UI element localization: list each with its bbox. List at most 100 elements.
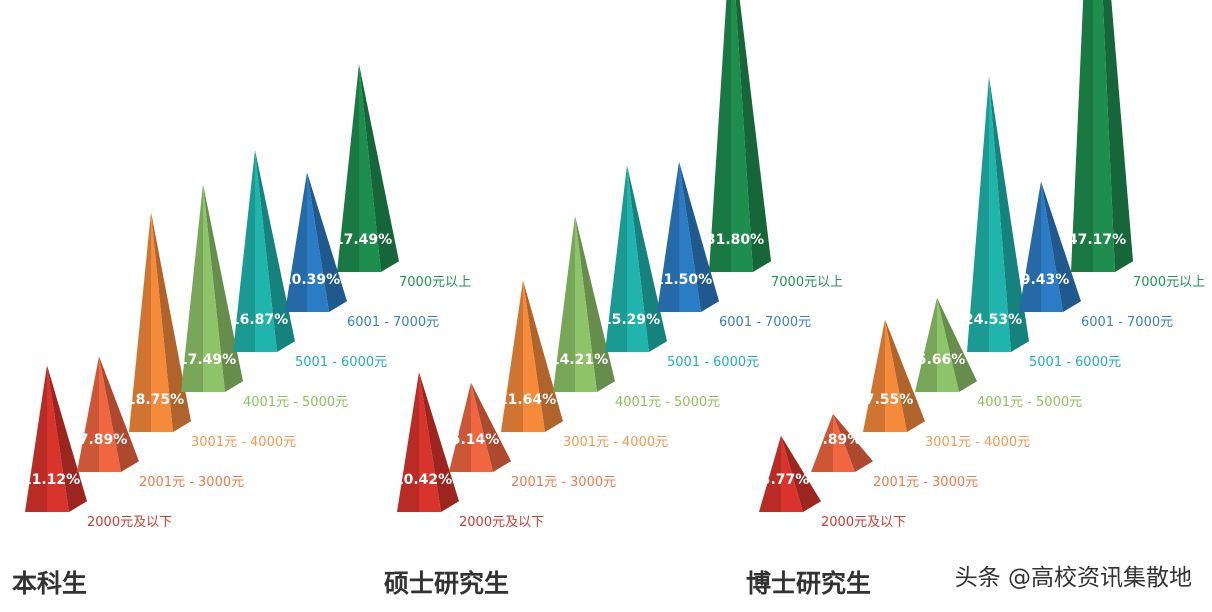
chart-bar-left-face <box>759 435 781 512</box>
category-label: 4001元 - 5000元 <box>977 395 1082 410</box>
category-label: 2000元及以下 <box>459 515 544 530</box>
panel-title: 本科生 <box>12 569 87 598</box>
panel-title: 博士研究生 <box>746 569 871 598</box>
chart-bar <box>129 212 191 432</box>
chart-bar-front-face <box>989 76 1011 352</box>
chart-bar-left-face <box>129 212 151 432</box>
data-label: 10.42% <box>394 472 452 488</box>
chart-bar <box>863 319 925 432</box>
chart-bar-front-face <box>937 297 959 392</box>
data-label: 5.66% <box>917 352 966 368</box>
data-label: 1.89% <box>813 432 862 448</box>
chart-bar-side <box>203 184 243 392</box>
chart-bar-front-face <box>885 319 907 432</box>
chart-bar-front-face <box>359 64 381 272</box>
category-label: 3001元 - 4000元 <box>563 435 668 450</box>
chart-bar-side <box>419 372 459 512</box>
chart-bar-left-face <box>449 382 471 472</box>
chart-bar <box>967 76 1029 352</box>
chart-panel-2: 硕士研究生 10.42% 2000元及以下 5.14% 2001元 - 3000元 11.… <box>384 0 843 598</box>
data-label: 11.50% <box>654 272 712 288</box>
data-label: 9.43% <box>1021 272 1070 288</box>
data-label: 7.55% <box>865 392 914 408</box>
chart-bar-front-face <box>523 280 545 432</box>
category-label: 5001 - 6000元 <box>295 355 387 370</box>
chart-bar-side <box>885 319 925 432</box>
chart-bar-side <box>1102 0 1133 272</box>
category-label: 2001元 - 3000元 <box>511 475 616 490</box>
chart-bar-side <box>781 435 821 512</box>
chart-bar-left-face <box>501 280 523 432</box>
chart-bar-left-face <box>709 0 731 272</box>
data-label: 15.29% <box>602 312 660 328</box>
chart-bar-left-face <box>77 356 99 472</box>
chart-panel-3: 博士研究生 3.77% 2000元及以下 1.89% 2001元 - 3000元 7.55… <box>746 0 1205 598</box>
category-label: 7000元以上 <box>771 275 843 290</box>
chart-bar <box>1019 181 1081 312</box>
chart-bar-side <box>735 0 771 272</box>
panel-title: 硕士研究生 <box>384 569 509 598</box>
chart-bar-front-face <box>833 413 855 472</box>
chart-bar-side <box>255 150 295 352</box>
chart-bar-left-face <box>967 76 989 352</box>
category-label: 2001元 - 3000元 <box>139 475 244 490</box>
chart-bar-left-face <box>285 172 307 312</box>
chart-bar <box>759 435 821 512</box>
chart-bar <box>553 215 615 392</box>
chart-bar-front-face <box>47 365 69 512</box>
chart-bar <box>1071 0 1133 272</box>
chart-bar-side <box>99 356 139 472</box>
chart-bar-left-face <box>863 319 885 432</box>
chart-bar-front-face <box>99 356 121 472</box>
chart-bar-front-face <box>255 150 277 352</box>
chart-bar-left-face <box>233 150 255 352</box>
data-label: 11.12% <box>22 472 80 488</box>
watermark-text: 头条 @高校资讯集散地 <box>955 565 1192 591</box>
data-label: 11.64% <box>498 392 556 408</box>
chart-bar-left-face <box>553 215 575 392</box>
chart-bar-side <box>627 165 667 352</box>
chart-bar <box>181 184 243 392</box>
category-label: 7000元以上 <box>399 275 471 290</box>
chart-bar <box>337 64 399 272</box>
data-label: 5.14% <box>451 432 500 448</box>
chart-bar-side <box>937 297 977 392</box>
chart-bar <box>915 297 977 392</box>
data-label: 17.49% <box>334 232 392 248</box>
category-label: 7000元以上 <box>1133 275 1205 290</box>
chart-bar-left-face <box>1071 0 1093 272</box>
chart-bar-front-face <box>781 435 803 512</box>
chart-bar-left-face <box>337 64 359 272</box>
chart-bar <box>285 172 347 312</box>
chart-bar-left-face <box>181 184 203 392</box>
chart-bar-front-face <box>575 215 597 392</box>
chart-bar-side <box>833 413 873 472</box>
category-label: 5001 - 6000元 <box>1029 355 1121 370</box>
chart-bar-side <box>47 365 87 512</box>
category-label: 2000元及以下 <box>821 515 906 530</box>
chart-bar <box>397 372 459 512</box>
chart-bar-side <box>679 161 719 312</box>
data-label: 7.89% <box>79 432 128 448</box>
chart-panels: 本科生 11.12% 2000元及以下 7.89% 2001元 - 3000元 18.75… <box>12 0 1205 598</box>
chart-bar-side <box>359 64 399 272</box>
category-label: 6001 - 7000元 <box>347 315 439 330</box>
data-label: 10.39% <box>282 272 340 288</box>
chart-bar-side <box>151 212 191 432</box>
chart-panel-1: 本科生 11.12% 2000元及以下 7.89% 2001元 - 3000元 18.75… <box>12 64 471 598</box>
chart-bar <box>709 0 771 272</box>
category-label: 4001元 - 5000元 <box>243 395 348 410</box>
chart-bar-side <box>575 215 615 392</box>
chart-bar-side <box>989 76 1029 352</box>
category-label: 2001元 - 3000元 <box>873 475 978 490</box>
chart-bar-front-face <box>151 212 173 432</box>
chart-bar-left-face <box>605 165 627 352</box>
chart-bar <box>657 161 719 312</box>
data-label: 47.17% <box>1068 232 1126 248</box>
data-label: 31.80% <box>706 232 764 248</box>
chart-bar <box>233 150 295 352</box>
category-label: 6001 - 7000元 <box>1081 315 1173 330</box>
chart-bar-side <box>523 280 563 432</box>
chart-bar-front-face <box>627 165 649 352</box>
